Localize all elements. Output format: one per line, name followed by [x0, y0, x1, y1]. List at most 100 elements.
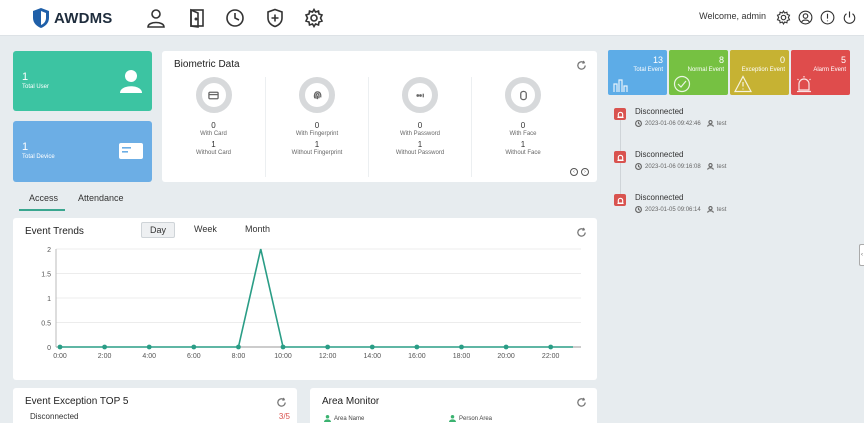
timeline-title: Disconnected — [635, 193, 684, 202]
normal-event-tile[interactable]: 8 Normal Event — [669, 50, 728, 95]
data-point — [236, 344, 241, 350]
total-event-label: Total Event — [633, 67, 663, 73]
shield-plus-icon — [267, 8, 283, 28]
y-tick-label: 0.5 — [41, 321, 51, 328]
nav-attendance[interactable] — [223, 6, 247, 30]
warning-icon — [734, 75, 752, 93]
tab-attendance[interactable]: Attendance — [78, 193, 124, 203]
user-circle-icon — [798, 10, 812, 24]
segment-month[interactable]: Month — [245, 224, 271, 234]
user-icon — [706, 163, 714, 170]
exception-row-name[interactable]: Disconnected — [30, 412, 79, 421]
data-point — [459, 344, 464, 350]
timeline-item[interactable]: Disconnected 2023-01-06 09:42:46 test — [614, 107, 844, 137]
user-icon — [147, 9, 165, 28]
data-point — [548, 344, 554, 350]
x-tick-label: 10:00 — [274, 353, 292, 360]
alarm-icon — [616, 197, 624, 204]
prev-page-icon[interactable]: ‹ — [570, 168, 578, 176]
total-device-card[interactable]: 1 Total Device — [13, 121, 152, 182]
trends-refresh-button[interactable] — [576, 225, 587, 237]
nav-access[interactable] — [185, 6, 209, 30]
without-face-label: Without Face — [505, 150, 541, 156]
timeline-user: test — [716, 206, 727, 213]
event-trends-card: Event Trends Day Week Month 0 0.5 1 1.5 2 0:0… — [13, 218, 597, 380]
series-line — [60, 248, 573, 348]
exception-row-value: 3/5 — [278, 412, 290, 421]
timeline-title: Disconnected — [635, 150, 684, 159]
clock-icon — [635, 163, 642, 170]
nav-security[interactable] — [263, 6, 287, 30]
x-tick-label: 2:00 — [98, 353, 112, 360]
settings-button[interactable] — [774, 8, 792, 26]
y-tick-label: 0 — [47, 345, 51, 352]
app-logo[interactable]: AWDMS — [32, 6, 113, 30]
alarm-icon — [616, 154, 624, 161]
normal-event-label: Normal Event — [687, 67, 724, 73]
without-password-label: Without Password — [395, 150, 445, 156]
data-point — [57, 344, 63, 350]
bio-card-item: 0 With Card 1 Without Card — [162, 77, 265, 177]
total-event-tile[interactable]: 13 Total Event — [608, 50, 667, 95]
without-card-label: Without Card — [195, 150, 231, 156]
person-area-label: Person Area — [459, 415, 493, 422]
person-icon — [324, 415, 331, 422]
with-password-value: 0 — [417, 121, 423, 130]
x-tick-label: 0:00 — [53, 353, 67, 360]
exception-event-value: 0 — [779, 55, 785, 65]
profile-button[interactable] — [796, 8, 814, 26]
fingerprint-icon — [313, 90, 321, 99]
timeline-time: 2023-01-06 09:16:08 — [645, 163, 701, 170]
with-card-label: With Card — [200, 131, 227, 137]
person-icon — [449, 415, 456, 422]
segment-week[interactable]: Week — [194, 224, 217, 234]
y-tick-label: 1 — [47, 296, 51, 303]
alarm-event-tile[interactable]: 5 Alarm Event — [791, 50, 850, 95]
with-fingerprint-label: With Fingerprint — [295, 131, 339, 137]
biometric-pager: ‹ › — [570, 168, 589, 176]
area-monitor-card: Area Monitor Area Name Person Area — [310, 388, 597, 423]
timeline-item[interactable]: Disconnected 2023-01-06 09:16:08 test — [614, 150, 844, 180]
exception-event-tile[interactable]: 0 Exception Event — [730, 50, 789, 95]
door-icon — [190, 8, 204, 28]
top-header: AWDMS Welcome, admin — [0, 0, 864, 36]
total-device-value: 1 — [22, 141, 29, 153]
gear-icon — [304, 8, 324, 28]
person-icon — [120, 70, 142, 93]
clock-icon — [226, 9, 244, 27]
bio-face-item: 0 With Face 1 Without Face — [471, 77, 574, 177]
y-tick-label: 1.5 — [41, 272, 51, 279]
timeline-time: 2023-01-06 09:42:46 — [645, 120, 701, 127]
total-event-value: 13 — [652, 55, 663, 65]
total-user-label: Total User — [22, 84, 50, 90]
exception-refresh-button[interactable] — [276, 395, 287, 407]
segment-day[interactable]: Day — [141, 222, 176, 238]
without-fingerprint-value: 1 — [314, 140, 320, 149]
gear-icon — [776, 9, 790, 25]
check-circle-icon — [673, 75, 691, 93]
next-page-icon[interactable]: › — [581, 168, 589, 176]
area-refresh-button[interactable] — [576, 395, 587, 407]
x-tick-label: 16:00 — [408, 353, 426, 360]
tab-access[interactable]: Access — [29, 193, 59, 203]
total-user-card[interactable]: 1 Total User — [13, 51, 152, 111]
logout-button[interactable] — [840, 8, 858, 26]
person-area-header: Person Area — [449, 415, 492, 422]
info-icon — [820, 10, 834, 24]
event-exception-title: Event Exception TOP 5 — [25, 396, 129, 407]
nav-system[interactable] — [302, 6, 326, 30]
nav-personnel[interactable] — [144, 6, 168, 30]
with-face-value: 0 — [520, 121, 526, 130]
clock-icon — [635, 206, 642, 213]
biometric-title: Biometric Data — [174, 59, 240, 70]
area-name-header: Area Name — [324, 415, 364, 422]
info-button[interactable] — [818, 8, 836, 26]
timeline-item[interactable]: Disconnected 2023-01-05 09:06:14 test — [614, 193, 844, 223]
timeline-user: test — [716, 163, 727, 170]
user-icon — [706, 206, 714, 213]
biometric-refresh-button[interactable] — [576, 58, 587, 70]
face-icon — [519, 90, 527, 100]
side-panel-toggle[interactable]: ‹ — [859, 244, 864, 266]
without-card-value: 1 — [211, 140, 216, 149]
bio-fingerprint-item: 0 With Fingerprint 1 Without Fingerprint — [265, 77, 368, 177]
